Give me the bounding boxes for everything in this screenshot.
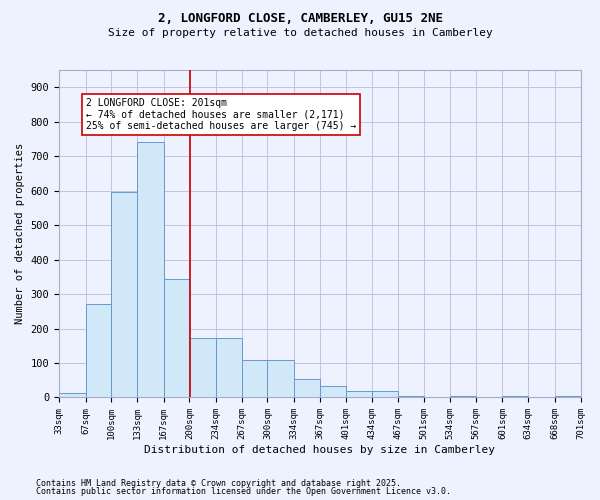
Bar (190, 338, 216, 398)
Bar (268, 360, 294, 398)
Bar (112, 192, 137, 398)
Y-axis label: Number of detached properties: Number of detached properties (15, 143, 25, 324)
Bar (450, 396, 476, 398)
Bar (502, 396, 528, 398)
Text: Size of property relative to detached houses in Camberley: Size of property relative to detached ho… (107, 28, 493, 38)
Bar (86, 304, 112, 398)
Text: 2, LONGFORD CLOSE, CAMBERLEY, GU15 2NE: 2, LONGFORD CLOSE, CAMBERLEY, GU15 2NE (157, 12, 443, 26)
X-axis label: Distribution of detached houses by size in Camberley: Distribution of detached houses by size … (144, 445, 495, 455)
Text: Contains public sector information licensed under the Open Government Licence v3: Contains public sector information licen… (36, 487, 451, 496)
Bar (216, 338, 242, 398)
Bar (137, 142, 164, 398)
Text: 2 LONGFORD CLOSE: 201sqm
← 74% of detached houses are smaller (2,171)
25% of sem: 2 LONGFORD CLOSE: 201sqm ← 74% of detach… (86, 98, 356, 131)
Bar (398, 396, 424, 398)
Bar (346, 392, 372, 398)
Bar (372, 392, 398, 398)
Text: Contains HM Land Registry data © Crown copyright and database right 2025.: Contains HM Land Registry data © Crown c… (36, 478, 401, 488)
Bar (320, 386, 346, 398)
Bar (555, 396, 581, 398)
Bar (242, 360, 268, 398)
Bar (59, 392, 86, 398)
Bar (294, 378, 320, 398)
Bar (164, 278, 190, 398)
